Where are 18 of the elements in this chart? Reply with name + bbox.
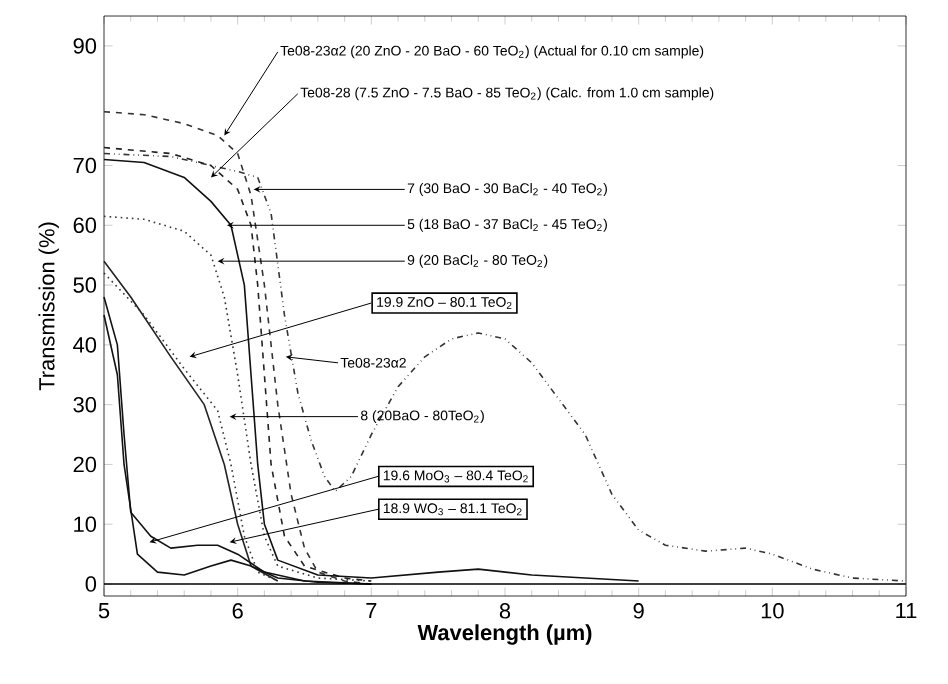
- y-tick-label: 50: [73, 277, 97, 293]
- x-tick-label: 5: [98, 603, 110, 619]
- y-tick-label: 40: [73, 337, 97, 353]
- x-tick-label: 9: [633, 603, 644, 619]
- y-tick-label: 70: [73, 157, 97, 174]
- x-axis-title: Wavelength (µm): [417, 624, 592, 645]
- x-tick-label: 6: [232, 603, 243, 619]
- y-axis-title: Transmission (%): [38, 222, 59, 391]
- y-tick-label: 90: [73, 38, 97, 54]
- y-tick-label: 20: [73, 456, 97, 473]
- x-tick-label: 7: [366, 603, 377, 619]
- y-tick-label: 10: [74, 516, 97, 533]
- y-tick-label: 0: [85, 576, 97, 592]
- y-tick-label: 30: [73, 396, 97, 413]
- x-tick-label: 8: [499, 603, 511, 619]
- x-tick-label: 11: [896, 603, 917, 619]
- y-tick-label: 60: [73, 217, 97, 234]
- x-tick-label: 10: [761, 603, 784, 619]
